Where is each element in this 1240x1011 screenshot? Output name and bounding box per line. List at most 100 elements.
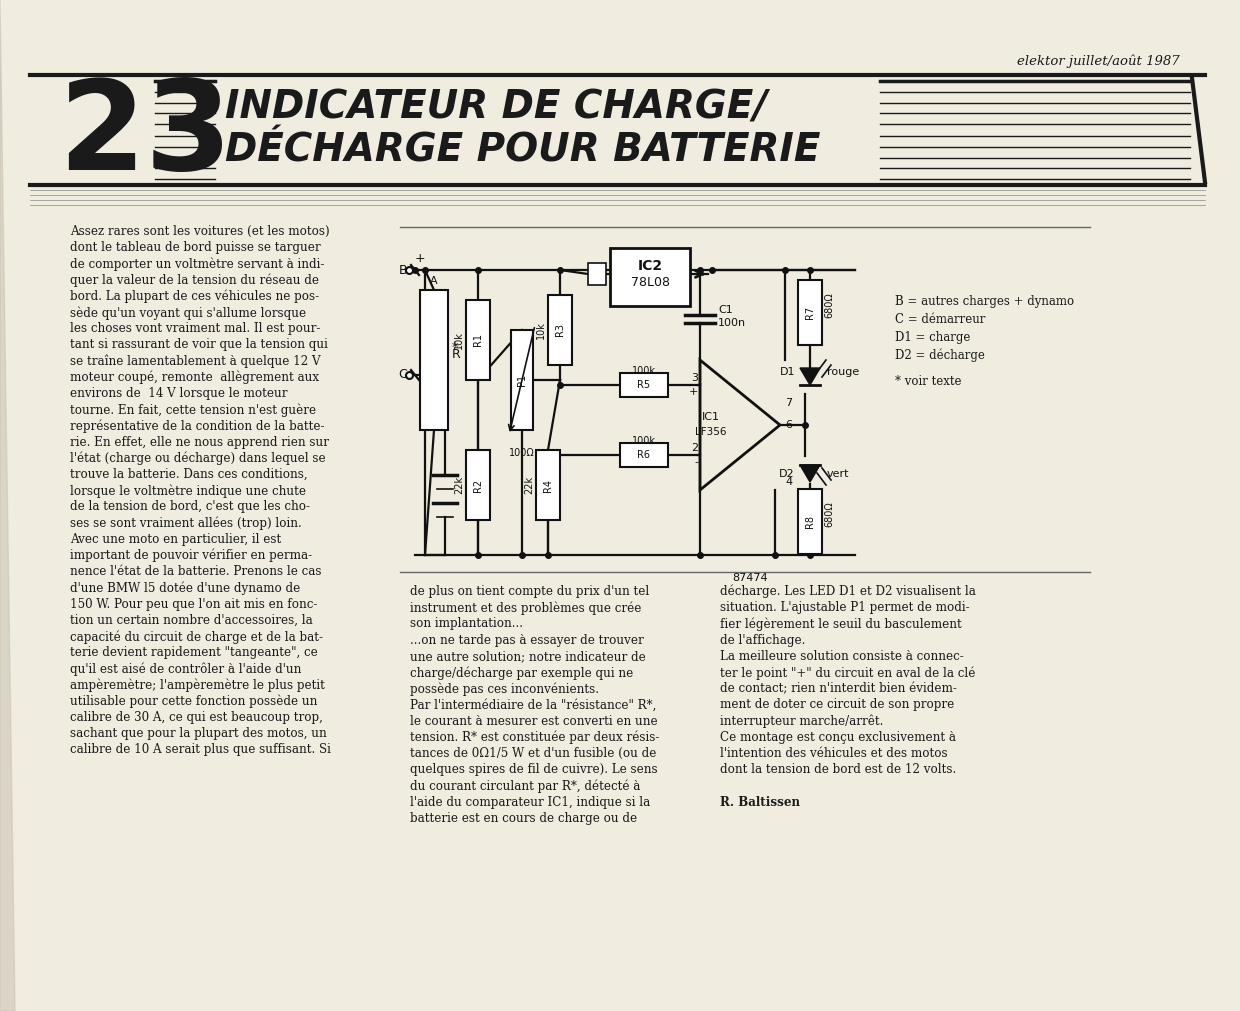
Text: représentative de la condition de la batte-: représentative de la condition de la bat… (69, 420, 325, 433)
Text: possède pas ces inconvénients.: possède pas ces inconvénients. (410, 682, 599, 696)
Bar (620, 373, 668, 397)
Text: capacité du circuit de charge et de la bat-: capacité du circuit de charge et de la b… (69, 630, 322, 643)
Text: ...on ne tarde pas à essayer de trouver: ...on ne tarde pas à essayer de trouver (410, 634, 644, 647)
Text: tension. R* est constituée par deux résis-: tension. R* est constituée par deux rési… (410, 731, 660, 744)
Text: 100k: 100k (632, 366, 656, 376)
Text: interrupteur marche/arrêt.: interrupteur marche/arrêt. (720, 715, 883, 728)
Text: Avec une moto en particulier, il est: Avec une moto en particulier, il est (69, 533, 281, 546)
Text: dont la tension de bord est de 12 volts.: dont la tension de bord est de 12 volts. (720, 763, 956, 776)
Text: D2 = décharge: D2 = décharge (895, 349, 985, 363)
Text: D2: D2 (780, 469, 795, 479)
Text: 22k: 22k (525, 476, 534, 494)
Text: se traîne lamentablement à quelque 12 V: se traîne lamentablement à quelque 12 V (69, 355, 321, 368)
Text: qu'il est aisé de contrôler à l'aide d'un: qu'il est aisé de contrôler à l'aide d'u… (69, 662, 301, 676)
Text: environs de  14 V lorsque le moteur: environs de 14 V lorsque le moteur (69, 387, 288, 400)
Text: D1: D1 (780, 367, 795, 377)
Text: elektor juillet/août 1987: elektor juillet/août 1987 (1017, 55, 1180, 69)
Text: La meilleure solution consiste à connec-: La meilleure solution consiste à connec- (720, 650, 963, 663)
Text: * voir texte: * voir texte (895, 375, 961, 388)
Text: A: A (430, 276, 438, 286)
Text: LF356: LF356 (694, 427, 727, 437)
Bar (610, 248, 689, 306)
Polygon shape (800, 465, 820, 482)
Text: instrument et des problèmes que crée: instrument et des problèmes que crée (410, 602, 641, 615)
Text: calibre de 30 A, ce qui est beaucoup trop,: calibre de 30 A, ce qui est beaucoup tro… (69, 711, 322, 724)
Text: IC2: IC2 (637, 259, 662, 273)
Text: important de pouvoir vérifier en perma-: important de pouvoir vérifier en perma- (69, 549, 312, 562)
Text: -: - (694, 457, 698, 467)
Text: batterie est en cours de charge ou de: batterie est en cours de charge ou de (410, 812, 637, 825)
Text: 3: 3 (691, 373, 698, 383)
Bar (799, 280, 822, 345)
Text: *: * (453, 342, 459, 355)
Text: +: + (414, 252, 425, 265)
Text: tant si rassurant de voir que la tension qui: tant si rassurant de voir que la tension… (69, 339, 327, 352)
Text: ses se sont vraiment allées (trop) loin.: ses se sont vraiment allées (trop) loin. (69, 517, 301, 530)
Bar (620, 443, 668, 467)
Text: de contact; rien n'interdit bien évidem-: de contact; rien n'interdit bien évidem- (720, 682, 957, 696)
Text: rouge: rouge (827, 367, 859, 377)
Bar (466, 450, 490, 520)
Text: sachant que pour la plupart des motos, un: sachant que pour la plupart des motos, u… (69, 727, 327, 740)
Text: 10k: 10k (454, 331, 464, 349)
Text: 87474: 87474 (732, 573, 768, 583)
Text: quer la valeur de la tension du réseau de: quer la valeur de la tension du réseau d… (69, 274, 319, 287)
Text: IC1: IC1 (702, 412, 719, 422)
Text: Ce montage est conçu exclusivement à: Ce montage est conçu exclusivement à (720, 731, 956, 744)
Text: R8: R8 (805, 515, 815, 528)
Bar (799, 489, 822, 554)
Text: 680Ω: 680Ω (825, 501, 835, 527)
Text: B = autres charges + dynamo: B = autres charges + dynamo (895, 295, 1074, 308)
Text: rie. En effet, elle ne nous apprend rien sur: rie. En effet, elle ne nous apprend rien… (69, 436, 329, 449)
Text: B: B (398, 264, 407, 276)
Text: INDICATEUR DE CHARGE/: INDICATEUR DE CHARGE/ (224, 88, 768, 126)
Bar (420, 290, 448, 430)
Bar (511, 330, 533, 430)
Text: lorsque le voltmètre indique une chute: lorsque le voltmètre indique une chute (69, 484, 306, 497)
Text: calibre de 10 A serait plus que suffisant. Si: calibre de 10 A serait plus que suffisan… (69, 743, 331, 756)
Text: situation. L'ajustable P1 permet de modi-: situation. L'ajustable P1 permet de modi… (720, 602, 970, 615)
Text: tion un certain nombre d'accessoires, la: tion un certain nombre d'accessoires, la (69, 614, 312, 627)
Text: 23: 23 (58, 75, 232, 195)
Text: d'une BMW l5 dotée d'une dynamo de: d'une BMW l5 dotée d'une dynamo de (69, 581, 300, 594)
Text: 10k: 10k (536, 321, 546, 339)
Text: moteur coupé, remonte  allègrement aux: moteur coupé, remonte allègrement aux (69, 371, 319, 384)
Text: R3: R3 (556, 324, 565, 337)
Text: tances de 0Ω1/5 W et d'un fusible (ou de: tances de 0Ω1/5 W et d'un fusible (ou de (410, 747, 656, 760)
Text: C = démarreur: C = démarreur (895, 313, 986, 326)
Text: 100n: 100n (718, 318, 746, 328)
Text: ter le point "+" du circuit en aval de la clé: ter le point "+" du circuit en aval de l… (720, 666, 976, 679)
Text: sède qu'un voyant qui s'allume lorsque: sède qu'un voyant qui s'allume lorsque (69, 306, 306, 319)
Text: R5: R5 (637, 380, 651, 390)
Text: l'aide du comparateur IC1, indique si la: l'aide du comparateur IC1, indique si la (410, 796, 650, 809)
Text: P1: P1 (517, 374, 527, 386)
Text: quelques spires de fil de cuivre). Le sens: quelques spires de fil de cuivre). Le se… (410, 763, 657, 776)
Text: les choses vont vraiment mal. Il est pour-: les choses vont vraiment mal. Il est pou… (69, 323, 320, 336)
Text: R2: R2 (472, 478, 484, 491)
Text: dont le tableau de bord puisse se targuer: dont le tableau de bord puisse se targue… (69, 242, 321, 254)
Text: l'intention des véhicules et des motos: l'intention des véhicules et des motos (720, 747, 947, 760)
Text: R7: R7 (805, 305, 815, 318)
Text: 100Ω: 100Ω (510, 448, 534, 458)
Text: son implantation...: son implantation... (410, 618, 523, 631)
Text: du courant circulant par R*, détecté à: du courant circulant par R*, détecté à (410, 779, 640, 793)
Text: de plus on tient compte du prix d'un tel: de plus on tient compte du prix d'un tel (410, 585, 650, 598)
Text: Par l'intermédiaire de la "résistance" R*,: Par l'intermédiaire de la "résistance" R… (410, 699, 656, 712)
Text: 6: 6 (785, 420, 792, 430)
Bar (588, 263, 606, 285)
Text: R1: R1 (472, 334, 484, 347)
Text: Assez rares sont les voitures (et les motos): Assez rares sont les voitures (et les mo… (69, 225, 330, 238)
Polygon shape (800, 368, 820, 385)
Text: R6: R6 (637, 450, 651, 460)
Bar (548, 295, 572, 365)
Text: charge/décharge par exemple qui ne: charge/décharge par exemple qui ne (410, 666, 634, 679)
Text: R: R (453, 349, 461, 362)
Text: de comporter un voltmètre servant à indi-: de comporter un voltmètre servant à indi… (69, 258, 325, 271)
Text: 100k: 100k (632, 436, 656, 446)
Text: nence l'état de la batterie. Prenons le cas: nence l'état de la batterie. Prenons le … (69, 565, 321, 578)
Text: fier légèrement le seuil du basculement: fier légèrement le seuil du basculement (720, 618, 962, 631)
Text: 150 W. Pour peu que l'on ait mis en fonc-: 150 W. Pour peu que l'on ait mis en fonc… (69, 598, 317, 611)
Text: 7: 7 (785, 398, 792, 408)
Text: 4: 4 (785, 477, 792, 487)
Text: 680Ω: 680Ω (825, 292, 835, 317)
